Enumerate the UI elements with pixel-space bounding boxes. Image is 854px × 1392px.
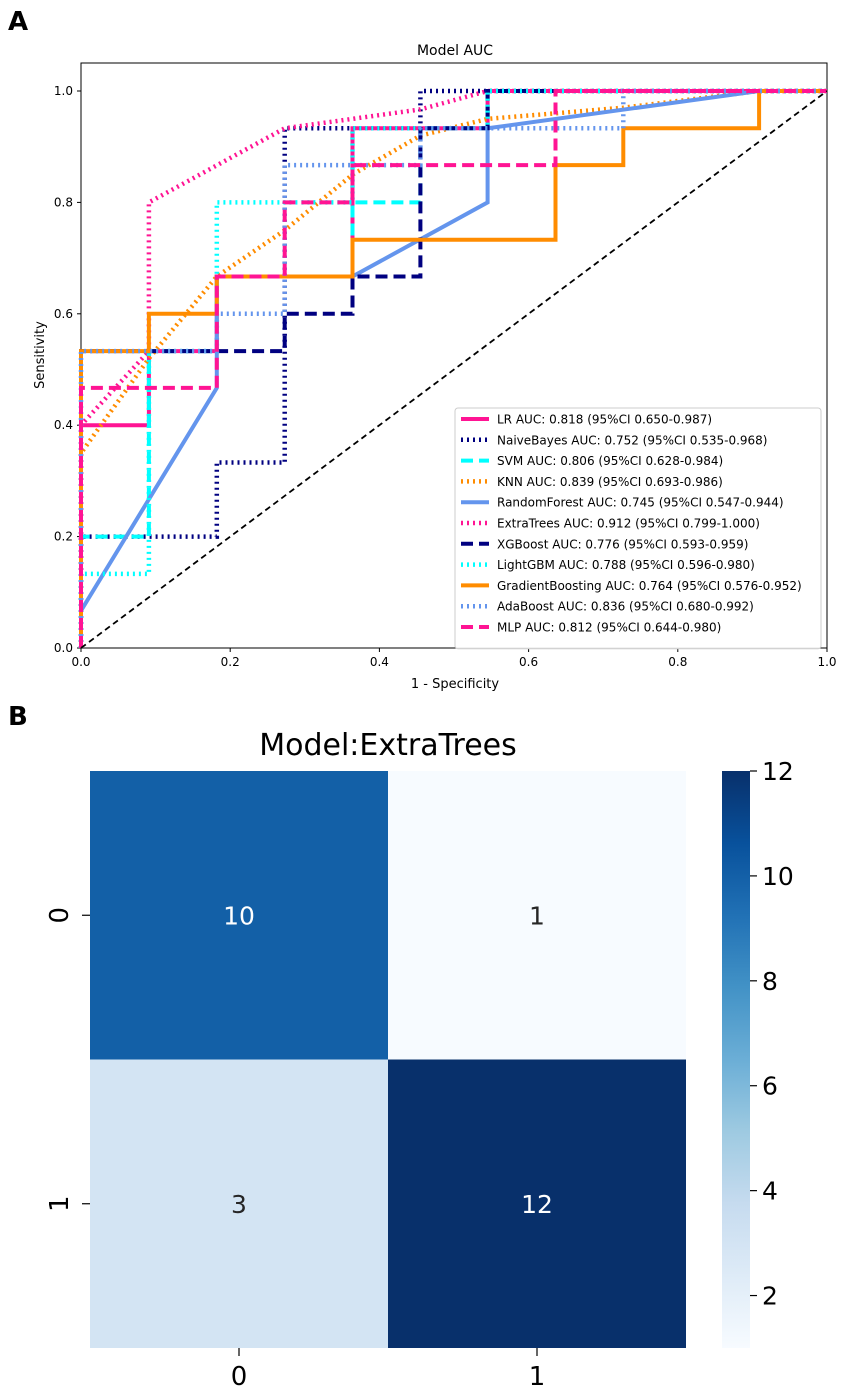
panel-b-label: B — [8, 702, 28, 732]
legend-entry: LR AUC: 0.818 (95%CI 0.650-0.987) — [497, 413, 712, 427]
legend-entry: SVM AUC: 0.806 (95%CI 0.628-0.984) — [497, 454, 723, 468]
roc-ylabel: Sensitivity — [33, 321, 48, 389]
heatmap-y-tick-label: 1 — [45, 1195, 75, 1212]
x-tick-label: 0.6 — [519, 655, 538, 669]
legend-entry: GradientBoosting AUC: 0.764 (95%CI 0.576… — [497, 579, 802, 593]
roc-plot-area: 0.0 0.2 0.4 0.6 0.8 1.0 0.0 0.2 0.4 0.6 0.8 1.0 LR A… — [54, 62, 837, 669]
x-tick-label: 0.4 — [370, 655, 389, 669]
legend-entry: LightGBM AUC: 0.788 (95%CI 0.596-0.980) — [497, 558, 755, 572]
colorbar-tick-label: 4 — [762, 1177, 778, 1206]
colorbar-tick-label: 2 — [762, 1282, 778, 1311]
legend-entry: KNN AUC: 0.839 (95%CI 0.693-0.986) — [497, 475, 723, 489]
x-tick-label: 1.0 — [817, 655, 836, 669]
y-tick-label: 0.4 — [54, 418, 73, 432]
colorbar-tick-label: 12 — [762, 757, 794, 786]
colorbar-tick-label: 6 — [762, 1072, 778, 1101]
legend-entry: XGBoost AUC: 0.776 (95%CI 0.593-0.959) — [497, 537, 748, 551]
x-tick-label: 0.2 — [221, 655, 240, 669]
legend-entry: MLP AUC: 0.812 (95%CI 0.644-0.980) — [497, 621, 721, 635]
heatmap-cell — [388, 771, 686, 1060]
heatmap-x-tick-label: 1 — [529, 1362, 546, 1392]
reference-diagonal-line — [80, 90, 828, 649]
y-tick-label: 0.0 — [54, 641, 73, 655]
heatmap-cell-value: 3 — [231, 1190, 247, 1219]
heatmap-cell — [90, 1059, 388, 1348]
roc-series-line — [79, 89, 827, 648]
panel-a-label: A — [8, 7, 28, 37]
heatmap-cell — [388, 1059, 686, 1348]
colorbar — [722, 771, 750, 1348]
cm-title: Model:ExtraTrees — [259, 728, 517, 763]
colorbar-tick-label: 8 — [762, 967, 778, 996]
x-tick-label: 0.8 — [668, 655, 687, 669]
roc-xlabel: 1 - Specificity — [411, 677, 500, 692]
y-tick-label: 0.2 — [54, 530, 73, 544]
heatmap-x-tick-label: 0 — [231, 1362, 248, 1392]
colorbar-tick-label: 10 — [762, 862, 794, 891]
legend-entry: AdaBoost AUC: 0.836 (95%CI 0.680-0.992) — [497, 600, 754, 614]
legend-entry: NaiveBayes AUC: 0.752 (95%CI 0.535-0.968… — [497, 433, 768, 447]
legend-entry: RandomForest AUC: 0.745 (95%CI 0.547-0.9… — [497, 496, 784, 510]
legend-box — [454, 407, 822, 650]
legend-entry: ExtraTrees AUC: 0.912 (95%CI 0.799-1.000… — [497, 517, 760, 531]
y-tick-label: 1.0 — [54, 84, 73, 98]
roc-title: Model AUC — [417, 43, 493, 59]
heatmap-cell-value: 1 — [529, 901, 545, 930]
x-tick-label: 0.0 — [71, 655, 90, 669]
roc-series-line — [79, 89, 827, 648]
y-tick-label: 0.6 — [54, 307, 73, 321]
heatmap-y-tick-label: 0 — [45, 907, 75, 924]
roc-chart: Model AUC 1 - Specificity Sensitivity 0.… — [33, 43, 837, 692]
roc-legend: LR AUC: 0.818 (95%CI 0.650-0.987) NaiveBa… — [454, 407, 822, 650]
heatmap-cell — [90, 771, 388, 1060]
heatmap-cell-value: 10 — [223, 901, 255, 930]
y-tick-label: 0.8 — [54, 195, 73, 209]
heatmap-cell-value: 12 — [521, 1190, 553, 1219]
